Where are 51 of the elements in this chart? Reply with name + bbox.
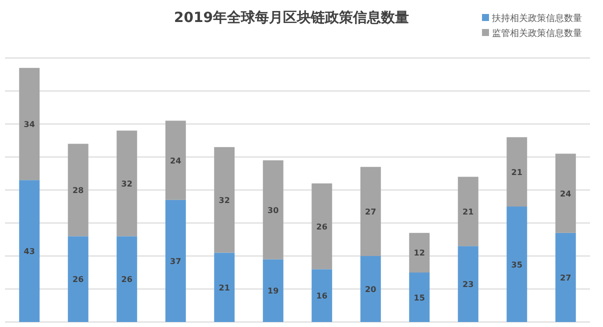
bar bbox=[165, 200, 186, 322]
data-label: 43 bbox=[24, 247, 35, 256]
data-label: 34 bbox=[24, 120, 36, 129]
bar bbox=[262, 259, 284, 322]
bar bbox=[68, 236, 88, 322]
legend-label: 扶持相关政策信息数量 bbox=[491, 13, 582, 24]
data-label: 26 bbox=[316, 222, 328, 232]
data-label: 26 bbox=[121, 275, 133, 284]
bar bbox=[506, 137, 528, 206]
data-label: 21 bbox=[462, 207, 474, 216]
data-label: 27 bbox=[365, 207, 376, 216]
data-label: 27 bbox=[560, 273, 572, 282]
bar bbox=[19, 68, 40, 180]
bar bbox=[68, 144, 88, 236]
bar bbox=[409, 232, 430, 272]
bar bbox=[458, 176, 478, 246]
data-label: 23 bbox=[462, 280, 474, 290]
data-label: 32 bbox=[121, 179, 132, 188]
data-label: 21 bbox=[511, 168, 523, 177]
data-label: 24 bbox=[560, 189, 572, 198]
data-label: 15 bbox=[414, 293, 426, 302]
bar bbox=[165, 120, 186, 200]
bar bbox=[262, 160, 284, 260]
data-label: 37 bbox=[170, 256, 182, 266]
data-label: 21 bbox=[218, 283, 230, 292]
bar bbox=[458, 246, 478, 322]
bar bbox=[214, 147, 235, 253]
data-label: 26 bbox=[72, 275, 84, 284]
data-label: 35 bbox=[511, 260, 523, 270]
data-label: 16 bbox=[316, 292, 328, 301]
bar bbox=[360, 166, 381, 256]
bar bbox=[116, 236, 138, 322]
bar bbox=[214, 252, 235, 322]
data-label: 30 bbox=[268, 206, 280, 215]
bar bbox=[312, 269, 332, 322]
bar bbox=[555, 232, 576, 322]
data-label: 19 bbox=[268, 286, 280, 296]
bar bbox=[555, 154, 576, 233]
bar bbox=[360, 256, 381, 322]
bar bbox=[116, 130, 138, 236]
data-label: 24 bbox=[170, 156, 182, 166]
bar bbox=[312, 183, 332, 270]
bar bbox=[409, 272, 430, 322]
bar bbox=[506, 206, 528, 322]
data-label: 12 bbox=[414, 248, 425, 258]
data-label: 32 bbox=[218, 196, 230, 205]
legend-label: 监管相关政策信息数量 bbox=[492, 28, 582, 39]
bar bbox=[19, 180, 40, 322]
data-label: 20 bbox=[365, 285, 377, 294]
data-label: 28 bbox=[72, 186, 84, 195]
chart-title: 2019年全球每月区块链政策信息数量 bbox=[174, 10, 409, 26]
